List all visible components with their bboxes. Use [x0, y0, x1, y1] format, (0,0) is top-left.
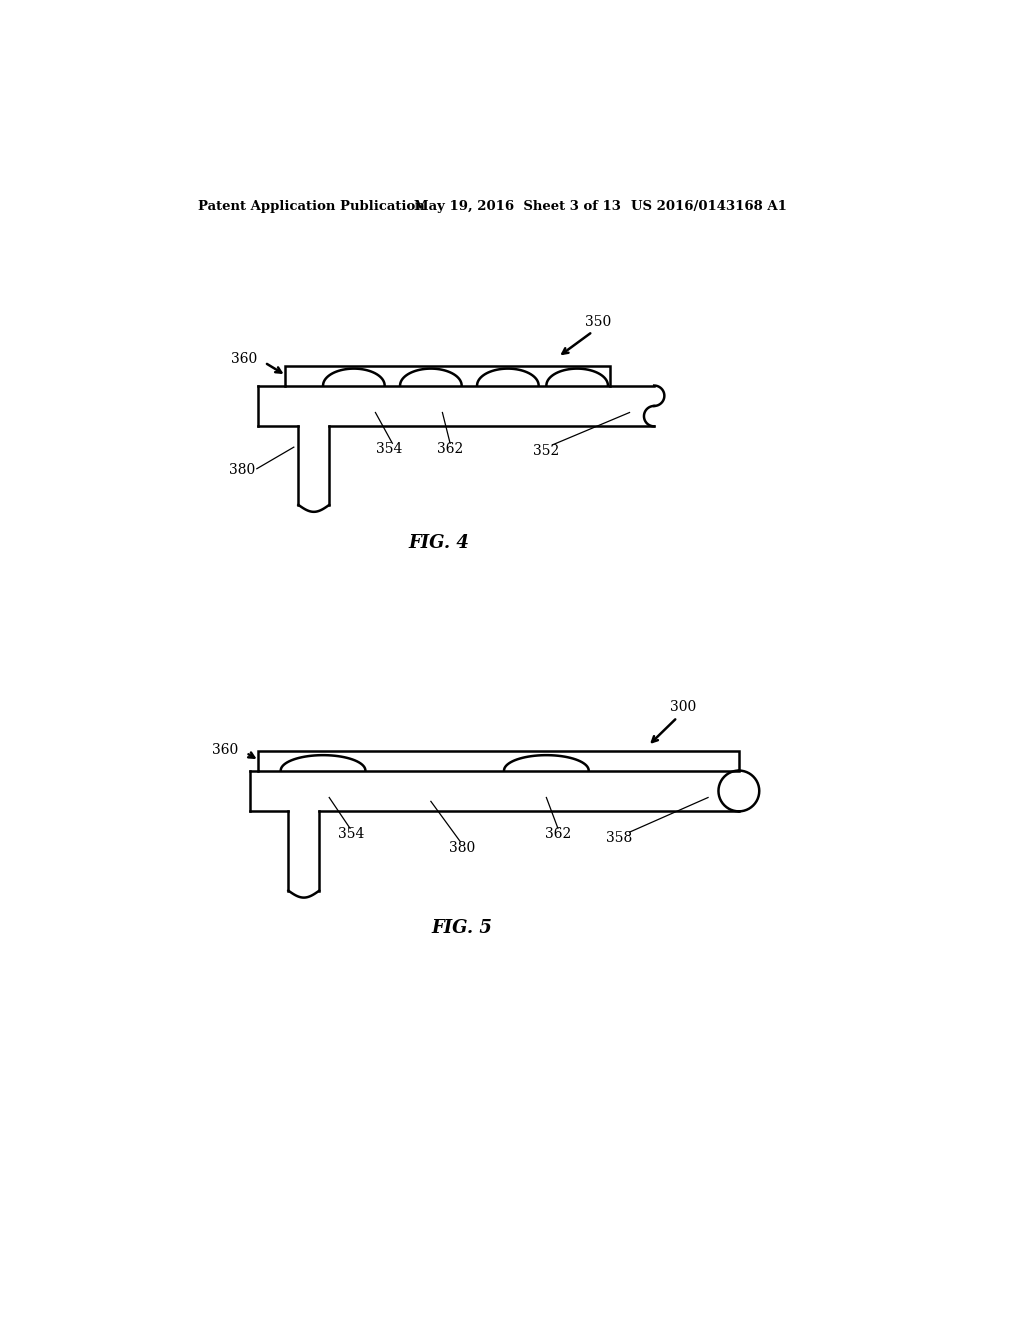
Text: 352: 352: [534, 444, 559, 458]
Text: US 2016/0143168 A1: US 2016/0143168 A1: [631, 199, 786, 213]
Text: 362: 362: [545, 828, 571, 841]
Text: 380: 380: [449, 841, 475, 854]
Text: FIG. 4: FIG. 4: [409, 535, 469, 552]
Text: May 19, 2016  Sheet 3 of 13: May 19, 2016 Sheet 3 of 13: [414, 199, 621, 213]
Bar: [250, 771, 739, 812]
Bar: [258, 751, 739, 771]
Text: 358: 358: [606, 832, 633, 845]
Bar: [258, 385, 654, 426]
Text: 350: 350: [585, 315, 611, 330]
Text: FIG. 5: FIG. 5: [431, 920, 493, 937]
Text: 300: 300: [670, 701, 696, 714]
Text: 362: 362: [437, 442, 463, 457]
Text: 360: 360: [231, 352, 258, 367]
Text: 354: 354: [376, 442, 402, 457]
Text: Patent Application Publication: Patent Application Publication: [199, 199, 425, 213]
Text: 380: 380: [229, 463, 255, 478]
Text: 354: 354: [338, 828, 364, 841]
Text: 360: 360: [212, 743, 239, 756]
Bar: [285, 367, 609, 385]
